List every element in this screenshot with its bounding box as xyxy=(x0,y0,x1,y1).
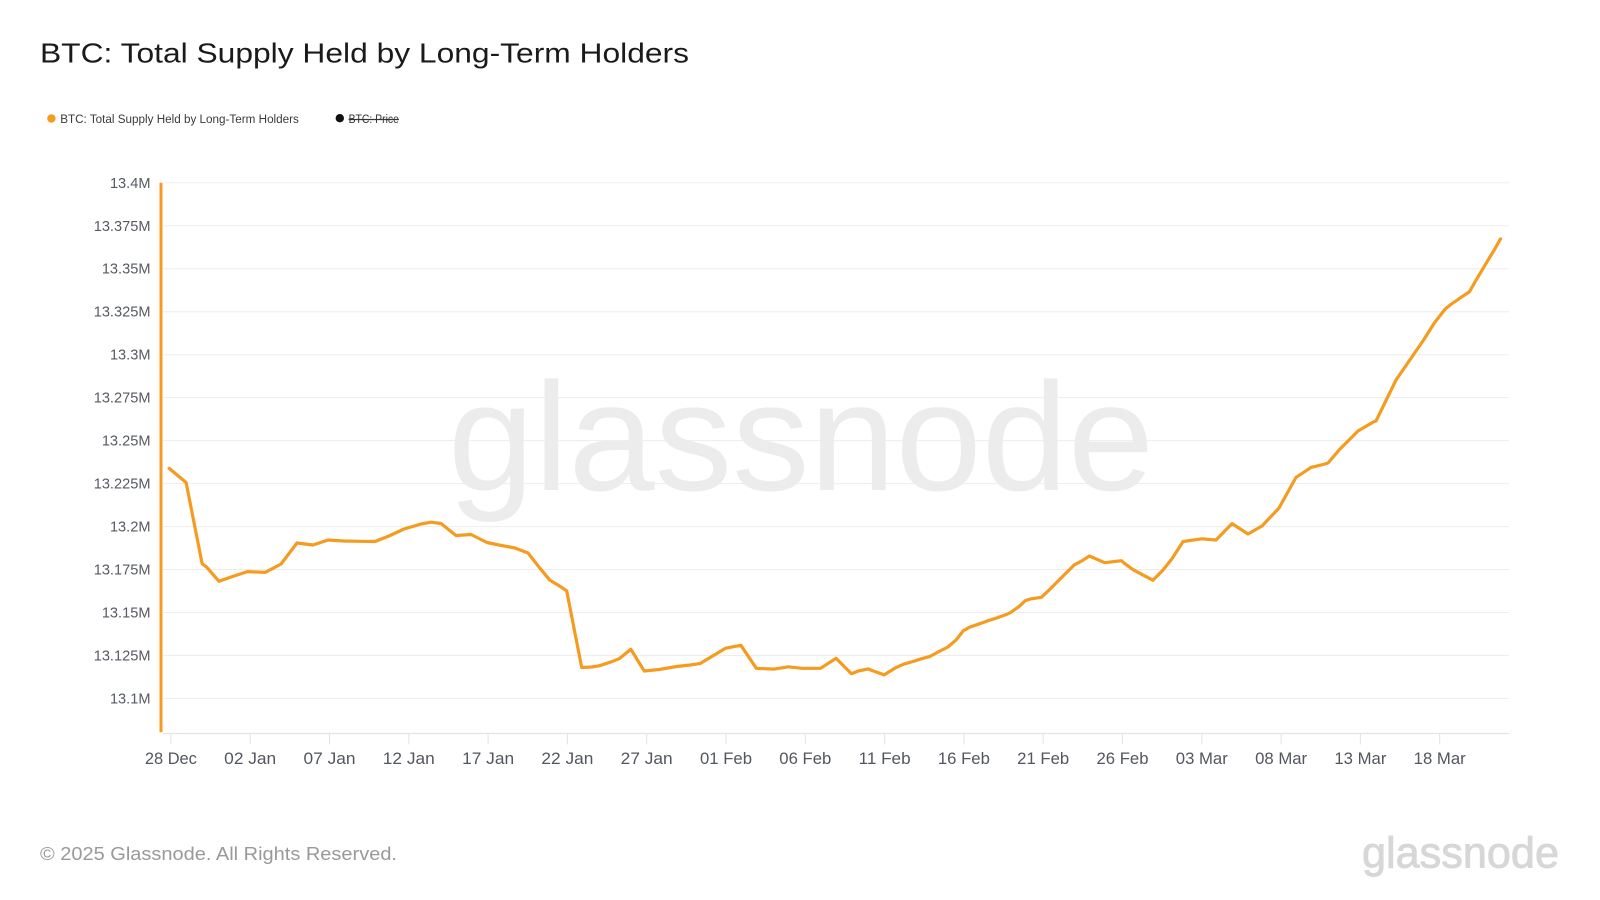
svg-text:© 2025 Glassnode. All Rights R: © 2025 Glassnode. All Rights Reserved. xyxy=(40,843,397,864)
svg-text:glassnode: glassnode xyxy=(448,351,1154,523)
svg-text:glassnode: glassnode xyxy=(1362,829,1559,878)
svg-text:13.325M: 13.325M xyxy=(94,305,151,321)
svg-text:03 Mar: 03 Mar xyxy=(1176,750,1229,768)
svg-text:16 Feb: 16 Feb xyxy=(938,750,990,768)
svg-text:13.1M: 13.1M xyxy=(110,691,151,707)
svg-text:01 Feb: 01 Feb xyxy=(700,750,752,768)
svg-text:13.4M: 13.4M xyxy=(110,176,151,192)
svg-text:13.175M: 13.175M xyxy=(94,563,151,579)
svg-text:18 Mar: 18 Mar xyxy=(1414,750,1467,768)
svg-text:12 Jan: 12 Jan xyxy=(383,750,435,768)
svg-text:06 Feb: 06 Feb xyxy=(779,750,831,768)
svg-text:22 Jan: 22 Jan xyxy=(541,750,593,768)
svg-text:13.225M: 13.225M xyxy=(94,477,151,493)
svg-text:02 Jan: 02 Jan xyxy=(224,750,276,768)
svg-text:BTC: Price: BTC: Price xyxy=(349,112,399,126)
svg-text:13.15M: 13.15M xyxy=(102,606,151,622)
svg-text:13.2M: 13.2M xyxy=(110,520,151,536)
svg-text:17 Jan: 17 Jan xyxy=(462,750,514,768)
svg-text:26 Feb: 26 Feb xyxy=(1097,750,1149,768)
svg-text:13.375M: 13.375M xyxy=(94,219,151,235)
svg-text:07 Jan: 07 Jan xyxy=(304,750,356,768)
svg-text:13.35M: 13.35M xyxy=(102,262,151,278)
svg-text:13 Mar: 13 Mar xyxy=(1334,750,1387,768)
svg-text:28 Dec: 28 Dec xyxy=(145,750,197,768)
svg-text:BTC: Total Supply Held by Long: BTC: Total Supply Held by Long-Term Hold… xyxy=(40,38,689,69)
svg-text:13.125M: 13.125M xyxy=(94,649,151,665)
svg-text:27 Jan: 27 Jan xyxy=(621,750,673,768)
svg-text:11 Feb: 11 Feb xyxy=(859,750,911,768)
svg-text:BTC: Total Supply Held by Long: BTC: Total Supply Held by Long-Term Hold… xyxy=(60,112,299,126)
svg-text:08 Mar: 08 Mar xyxy=(1255,750,1308,768)
svg-text:21 Feb: 21 Feb xyxy=(1017,750,1069,768)
svg-text:13.3M: 13.3M xyxy=(110,348,151,364)
svg-text:13.275M: 13.275M xyxy=(94,391,151,407)
svg-text:13.25M: 13.25M xyxy=(102,434,151,450)
